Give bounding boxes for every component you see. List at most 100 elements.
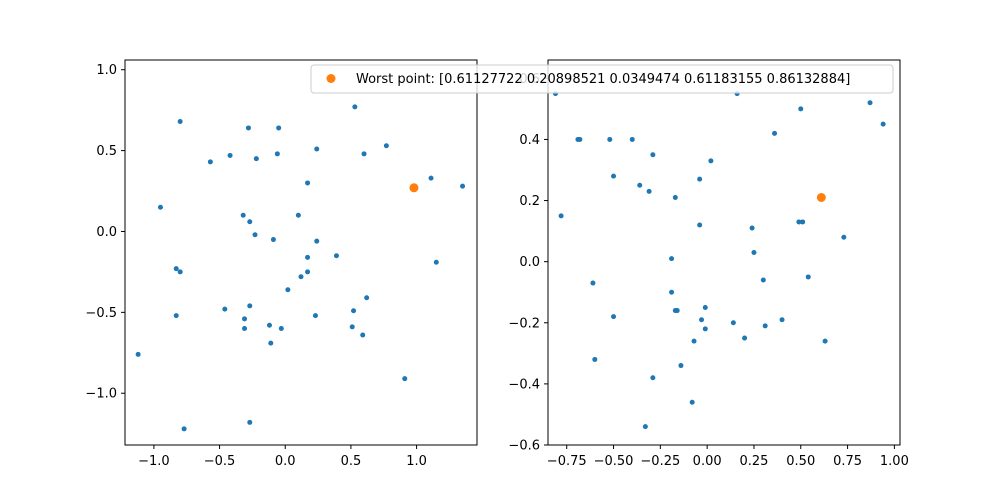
left-data-point (278, 326, 284, 332)
right-data-point (678, 363, 684, 369)
left-data-point (157, 204, 163, 210)
left-data-point (305, 254, 311, 260)
right-data-point (762, 323, 768, 329)
left-x-tick-label: 0.0 (275, 454, 296, 469)
right-y-tick-label: 0.2 (519, 194, 540, 209)
left-data-point (285, 287, 291, 293)
left-y-tick-label: 1.0 (96, 63, 117, 78)
left-data-point (222, 306, 228, 312)
left-x-tick-label: 1.0 (406, 454, 427, 469)
left-y-tick-label: 0.0 (96, 225, 117, 240)
left-x-tick-label: 0.5 (341, 454, 362, 469)
right-data-point (607, 136, 613, 142)
left-points (135, 104, 466, 432)
right-y-tick-label: −0.2 (508, 316, 540, 331)
right-data-point (650, 152, 656, 158)
right-data-point (751, 250, 757, 255)
left-data-point (312, 313, 318, 319)
left-y-tick-label: −1.0 (85, 387, 117, 402)
legend-marker (326, 74, 336, 83)
right-x-tick-label: 0.50 (786, 454, 815, 469)
left-data-point (276, 125, 282, 131)
left-data-point (460, 183, 466, 189)
left-data-point (314, 238, 320, 244)
right-data-point (611, 173, 617, 179)
right-data-point (841, 234, 847, 240)
right-data-point (800, 219, 806, 225)
right-x-tick-label: 0.25 (739, 454, 768, 469)
left-data-point (298, 274, 304, 280)
left-data-point (349, 324, 355, 330)
right-data-point (611, 314, 617, 320)
right-data-point (702, 305, 708, 310)
right-data-point (646, 188, 652, 194)
left-data-point (333, 253, 339, 259)
right-axes-frame (547, 59, 901, 446)
right-data-point (822, 338, 828, 344)
left-data-point (247, 219, 253, 225)
left-ticks: −1.0 −0.5 0.0 0.5 1.0 −1.0 −0.5 0.0 0.5 1.0 (85, 63, 427, 469)
right-y-tick-label: 0.0 (519, 255, 540, 270)
right-y-tick-label: 0.4 (519, 133, 540, 148)
right-data-point (629, 136, 635, 142)
right-data-point (697, 222, 703, 228)
left-worst-point (409, 183, 419, 193)
left-data-point (177, 118, 183, 124)
left-data-point (274, 151, 280, 157)
left-scatter-plot: −1.0 −0.5 0.0 0.5 1.0 −1.0 −0.5 0.0 0.5 1.0 (85, 59, 478, 469)
legend-label: Worst point: [0.61127722 0.20898521 0.03… (356, 72, 850, 87)
right-data-point (772, 130, 778, 136)
left-data-point (433, 259, 439, 265)
right-ticks: −0.75 −0.50 −0.25 0.00 0.25 0.50 0.75 1.00 −0.6 −… (508, 72, 908, 469)
right-data-point (798, 106, 804, 112)
left-data-point (245, 125, 251, 131)
right-data-point (691, 338, 697, 344)
left-data-point (252, 232, 258, 238)
right-y-tick-label: −0.6 (508, 439, 540, 454)
left-data-point (268, 340, 274, 346)
left-data-point (352, 104, 358, 110)
right-data-point (689, 399, 695, 405)
left-data-point (242, 326, 248, 332)
left-data-point (305, 269, 311, 275)
left-data-point (177, 269, 183, 275)
right-x-tick-label: 0.00 (693, 454, 722, 469)
left-x-tick-label: −1.0 (138, 454, 170, 469)
left-y-tick-label: 0.5 (96, 144, 117, 159)
right-y-tick-label: −0.4 (508, 377, 540, 392)
right-data-point (650, 375, 656, 381)
left-data-point (383, 143, 389, 149)
left-data-point (295, 212, 301, 218)
right-data-point (749, 225, 755, 231)
right-data-point (558, 213, 564, 219)
left-data-point (247, 419, 253, 425)
legend-box (310, 64, 894, 94)
left-axes-frame (124, 59, 478, 446)
right-data-point (672, 195, 678, 200)
left-data-point (181, 426, 187, 432)
left-data-point (173, 266, 179, 272)
right-data-point (699, 317, 705, 323)
right-data-point (760, 277, 766, 283)
left-data-point (351, 308, 357, 314)
right-data-point (592, 356, 598, 362)
right-x-tick-label: −0.75 (547, 454, 587, 469)
right-x-tick-label: 0.75 (833, 454, 862, 469)
right-data-point (577, 136, 583, 142)
left-data-point (173, 313, 179, 319)
right-data-point (697, 176, 703, 182)
right-x-tick-label: −0.50 (594, 454, 634, 469)
right-data-point (590, 280, 596, 286)
right-data-point (642, 424, 648, 430)
right-x-tick-label: 1.00 (880, 454, 909, 469)
left-data-point (135, 351, 141, 357)
left-data-point (270, 237, 276, 243)
left-data-point (305, 180, 311, 186)
left-data-point (360, 332, 366, 338)
left-data-point (402, 376, 408, 382)
left-data-point (266, 322, 272, 328)
left-y-tick-label: −0.5 (85, 306, 117, 321)
right-data-point (637, 182, 643, 188)
left-x-tick-label: −0.5 (204, 454, 236, 469)
